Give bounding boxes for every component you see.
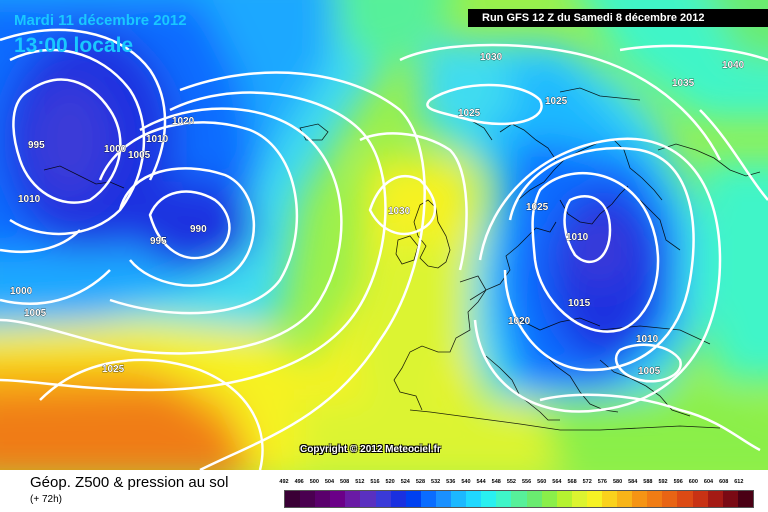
color-scale-swatch <box>481 491 497 507</box>
color-scale-label: 584 <box>628 479 638 485</box>
isobar-label: 995 <box>150 236 167 247</box>
color-scale-label: 552 <box>506 479 516 485</box>
color-scale-label: 560 <box>537 479 547 485</box>
color-scale-label: 556 <box>521 479 532 485</box>
color-scale-labels: 492 496 500 504 508 512 516 520 524 528 532 536 540 5… <box>278 479 748 489</box>
color-scale-label: 604 <box>703 479 714 485</box>
isobar-label: 1010 <box>566 232 589 243</box>
color-scale-swatch <box>541 491 557 507</box>
isobar-label: 1025 <box>102 364 125 375</box>
legend-title: Géop. Z500 & pression au sol <box>30 474 229 491</box>
model-run-banner: Run GFS 12 Z du Samedi 8 décembre 2012 <box>468 9 768 27</box>
isobar-label: 1020 <box>172 116 195 127</box>
color-scale-label: 572 <box>582 479 592 485</box>
color-scale-label: 608 <box>719 479 729 485</box>
color-scale-swatch <box>420 491 436 507</box>
color-scale-label: 544 <box>476 479 486 485</box>
isobar-label: 1025 <box>545 96 568 107</box>
color-scale-label: 528 <box>415 479 426 485</box>
color-scale-bar <box>284 490 754 508</box>
color-scale-swatch <box>737 491 753 507</box>
color-scale-swatch <box>511 491 527 507</box>
isobar-label: 1020 <box>508 316 531 327</box>
color-scale-swatch <box>571 491 587 507</box>
color-scale-label: 592 <box>658 479 668 485</box>
isobar-label: 995 <box>28 140 45 151</box>
color-scale-label: 548 <box>491 479 501 485</box>
color-scale-swatch <box>677 491 693 507</box>
color-scale-label: 496 <box>294 479 304 485</box>
isobar-label: 1010 <box>18 194 41 205</box>
color-scale-swatch <box>617 491 633 507</box>
color-scale-label: 508 <box>340 479 350 485</box>
color-scale-label: 596 <box>673 479 683 485</box>
color-scale-label: 612 <box>734 479 744 485</box>
color-scale-swatch <box>722 491 738 507</box>
color-scale-label: 524 <box>400 479 410 485</box>
color-scale-label: 504 <box>324 479 335 485</box>
color-scale-label: 588 <box>643 479 653 485</box>
isobar-label: 1005 <box>24 308 47 319</box>
color-scale-swatch <box>526 491 542 507</box>
color-scale-swatch <box>466 491 482 507</box>
color-scale-label: 516 <box>370 479 380 485</box>
isobar-label: 1035 <box>672 78 695 89</box>
isobar-label: 1040 <box>722 60 745 71</box>
color-scale-label: 532 <box>431 479 441 485</box>
color-scale-swatch <box>496 491 512 507</box>
color-scale-swatch <box>330 491 346 507</box>
color-scale-swatch <box>451 491 467 507</box>
color-scale-label: 492 <box>279 479 289 485</box>
forecast-map: 995 1000 1005 1010 1010 1020 1005 990 99… <box>0 0 768 470</box>
isobars <box>0 28 768 470</box>
isobar-labels: 995 1000 1005 1010 1010 1020 1005 990 99… <box>10 52 745 378</box>
legend-subtitle: (+ 72h) <box>30 494 62 505</box>
color-scale-swatch <box>556 491 572 507</box>
color-scale-label: 580 <box>612 479 623 485</box>
isobar-label: 1025 <box>526 202 549 213</box>
color-scale-swatch <box>601 491 618 507</box>
color-scale-label: 512 <box>355 479 365 485</box>
color-scale-label: 540 <box>461 479 471 485</box>
color-scale-swatch <box>632 491 648 507</box>
color-scale-label: 500 <box>309 479 319 485</box>
isobar-label: 1005 <box>128 150 151 161</box>
isobar-label: 1015 <box>568 298 591 309</box>
color-scale-swatch <box>360 491 376 507</box>
isobar-label: 1000 <box>104 144 127 155</box>
color-scale-swatch <box>692 491 708 507</box>
color-scale-label: 576 <box>597 479 607 485</box>
color-scale-swatch <box>647 491 663 507</box>
color-scale-swatch <box>435 491 452 507</box>
color-scale-swatch <box>586 491 602 507</box>
color-scale-swatch <box>390 491 406 507</box>
isobar-label: 1005 <box>638 366 661 377</box>
color-scale-label: 568 <box>567 479 577 485</box>
isobar-label: 1010 <box>636 334 659 345</box>
color-scale-swatch <box>707 491 723 507</box>
color-scale-swatch <box>300 491 316 507</box>
color-scale-swatch <box>345 491 361 507</box>
forecast-local-time: 13:00 locale <box>14 34 134 57</box>
color-scale-swatch <box>315 491 331 507</box>
isobar-label: 1010 <box>146 134 169 145</box>
isobar-label: 990 <box>190 224 207 235</box>
isobar-label: 1030 <box>388 206 411 217</box>
color-scale-swatch <box>405 491 421 507</box>
isobar-label: 1030 <box>480 52 503 63</box>
color-scale-label: 564 <box>552 479 562 485</box>
isobar-label: 1000 <box>10 286 33 297</box>
color-scale-swatch <box>662 491 678 507</box>
color-scale-swatch <box>285 491 301 507</box>
color-scale-label: 600 <box>688 479 698 485</box>
color-scale-swatch <box>375 491 391 507</box>
isobar-label: 1025 <box>458 108 481 119</box>
color-scale-label: 520 <box>385 479 395 485</box>
copyright-notice: Copyright © 2012 Meteociel.fr <box>300 444 441 455</box>
forecast-date: Mardi 11 décembre 2012 <box>14 12 187 29</box>
color-scale-label: 536 <box>446 479 456 485</box>
